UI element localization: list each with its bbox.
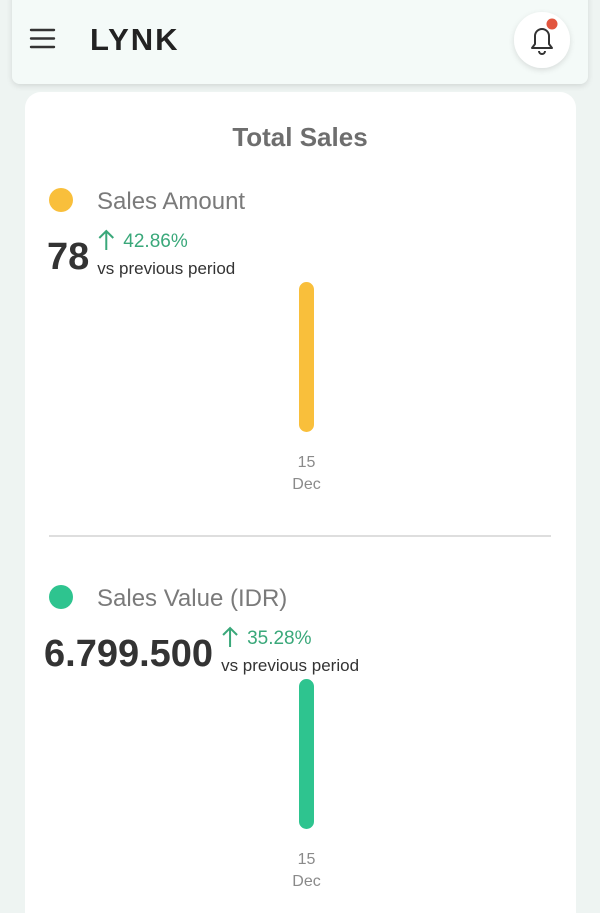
x-tick-month: Dec [292, 873, 320, 890]
up-arrow [98, 229, 114, 250]
metric-total: 6.799.500 [44, 633, 213, 675]
x-tick-month: Dec [292, 476, 320, 493]
change-percent: 35.28% [247, 628, 312, 649]
bar [299, 282, 314, 432]
x-tick-day: 15 [298, 851, 316, 868]
change-percent: 42.86% [123, 231, 188, 252]
up-arrow [222, 626, 238, 647]
sales-card [25, 92, 576, 913]
metric-total: 78 [47, 236, 89, 278]
bar [299, 679, 314, 829]
legend-dot [49, 188, 73, 212]
card-title: Total Sales [232, 122, 367, 152]
metric-name: Sales Value (IDR) [97, 585, 287, 612]
legend-dot [49, 585, 73, 609]
metric-name: Sales Amount [97, 188, 245, 215]
comparison-label: vs previous period [97, 259, 235, 278]
notification-button[interactable] [514, 12, 570, 68]
menu-button[interactable] [29, 28, 56, 49]
x-tick-day: 15 [298, 454, 316, 471]
app-header [12, 0, 588, 84]
comparison-label: vs previous period [221, 656, 359, 675]
logo: LYNK [90, 22, 180, 57]
